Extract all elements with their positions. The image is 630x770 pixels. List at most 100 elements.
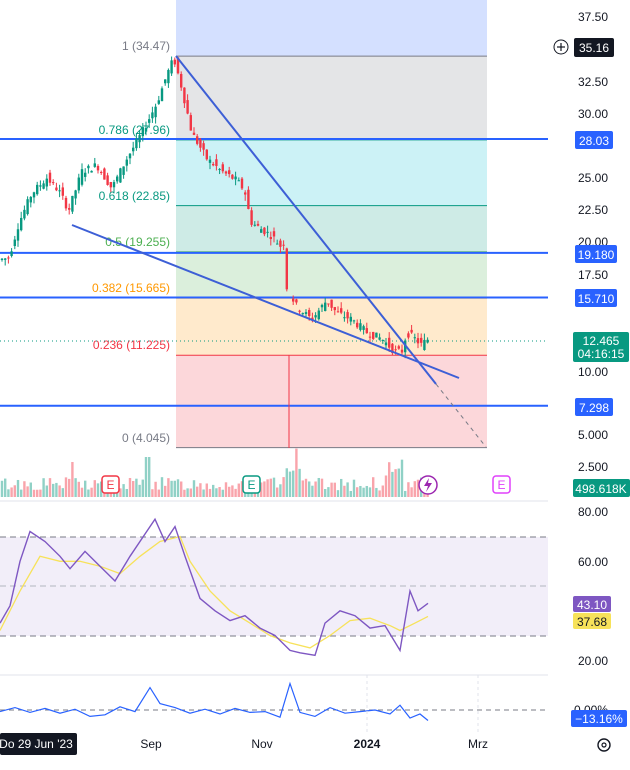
candle-body [64,197,68,209]
price-tick: 32.50 [578,75,608,89]
trend-line-support[interactable] [71,224,460,379]
candle-body [29,196,32,203]
volume-bar [240,481,244,497]
candle-body [77,177,80,191]
svg-text:E: E [497,478,505,492]
volume-bar [77,481,80,497]
flash-event-icon[interactable] [418,475,438,495]
fib-label-0: 0 (4.045) [122,431,170,445]
volume-bar [125,488,128,497]
volume-bar [80,487,84,497]
volume-bar [215,488,218,497]
candle-body [180,73,183,88]
price-tick: 17.50 [578,268,608,282]
candle-body [269,237,272,240]
candle-body [170,60,173,74]
rsi-tick: 20.00 [578,654,608,668]
volume-bar [372,477,375,497]
volume-bar [224,482,228,497]
time-label-mrz: Mrz [468,737,488,751]
hline-tag-28: 28.03 [579,134,609,148]
candle-body [100,171,103,173]
volume-bar [122,484,125,497]
volume-bar [362,487,365,497]
candle-body [228,170,231,175]
earnings-marker-3[interactable]: E [492,475,511,494]
candle-body [164,79,167,84]
candle-body [333,307,336,311]
earnings-marker-1[interactable]: E [101,475,120,494]
candle-body [426,339,429,343]
candle-body [4,258,7,260]
candle-body [215,159,218,166]
trend-line-down[interactable] [175,55,437,385]
rsi-tick: 60.00 [578,555,608,569]
volume-bar [304,478,308,497]
candle-body [410,329,413,333]
candle-body [413,337,416,339]
volume-bar [151,489,154,497]
fib-zone-top [176,0,487,57]
volume-bar [96,483,100,497]
candle-body [151,112,154,119]
volume-bar [87,489,90,497]
candle-body [106,175,109,185]
candle-body [157,100,160,104]
candle-body [84,172,87,177]
candle-body [0,258,4,261]
volume-bar [119,488,122,497]
volume-bar [327,487,330,497]
candle-body [368,336,372,338]
volume-bar [0,480,4,497]
trend-lines[interactable] [71,55,487,448]
candle-body [160,88,164,102]
candle-body [407,333,410,338]
earnings-marker-2[interactable]: E [242,475,261,494]
settings-gear-icon[interactable] [597,738,611,752]
volume-bar [349,490,352,497]
oscillator-line [0,681,429,721]
candle-body [231,174,234,179]
volume-bar [276,487,279,497]
candle-body [420,337,423,343]
price-tick: 10.00 [578,365,608,379]
rsi-line [0,517,429,657]
volume-bar [324,489,327,497]
volume-bar [333,482,336,497]
volume-bar [16,479,20,497]
candle-body [314,315,317,318]
candle-body [167,69,170,84]
candle-body [394,349,397,351]
candle-body [298,310,301,312]
candle-body [103,168,106,180]
volume-bar [413,481,416,497]
candle-body [295,299,298,303]
candle-body [423,339,426,350]
volume-bar [157,489,160,497]
rsi-ma-tag: 37.68 [577,615,607,629]
last-price-tag: 12.465 04:16:15 [573,332,629,362]
volume-bar [128,477,132,497]
volume-bar [260,482,263,497]
event-markers[interactable]: E E E [101,475,511,495]
candle-body [304,312,308,314]
time-axis[interactable]: Do 29 Jun '23 Sep Nov 2024 Mrz [0,733,630,770]
volume-bar [55,482,58,497]
volume-bar [279,484,282,497]
candle-body [144,127,148,132]
volume-bars [0,448,429,497]
candle-body [23,209,26,219]
volume-bar [160,477,164,497]
volume-bar [154,481,157,497]
volume-bar [314,481,317,497]
fib-label-0786: 0.786 (27.96) [99,123,170,137]
price-axis[interactable] [548,0,630,735]
current-date-label: Do 29 Jun '23 [0,737,73,751]
candle-body [42,183,45,189]
crosshair-tag[interactable]: 35.16 [553,38,614,57]
candle-body [263,227,266,235]
candle-body [119,168,122,183]
candle-body [68,208,71,210]
fib-labels: 1 (34.47) 0.786 (27.96) 0.618 (22.85) 0.… [92,39,170,445]
